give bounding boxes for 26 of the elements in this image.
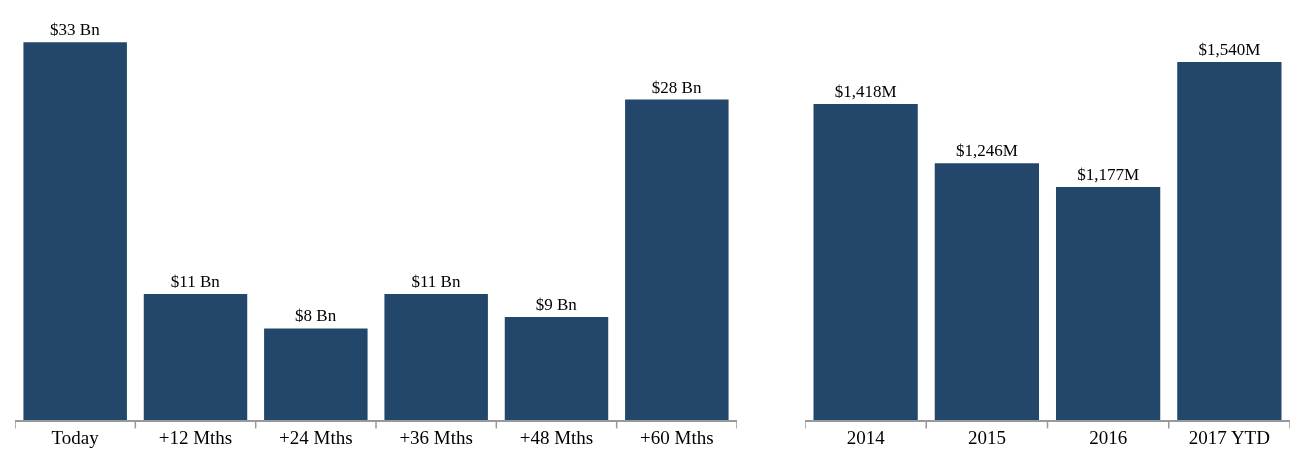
data-label: $8 Bn [295,306,337,326]
x-tick-label: 2016 [1089,427,1128,449]
bar [23,42,127,420]
x-tick-label: Today [51,427,100,449]
data-label: $9 Bn [535,295,578,314]
x-tick-label: 2017 YTD [1188,427,1270,449]
x-tick-label: +24 Mths [279,427,353,449]
x-tick-label: +60 Mths [640,427,714,449]
bar [264,328,368,420]
data-label: $11 Bn [411,272,461,292]
bar [504,317,609,420]
data-label: $1,540M [1198,39,1261,59]
data-label: $33 Bn [50,20,101,40]
x-tick-label: +12 Mths [158,427,233,449]
bar [625,99,729,420]
x-tick-label: +36 Mths [399,427,473,449]
x-tick-label: +48 Mths [519,427,594,449]
x-tick-label: 2015 [967,427,1006,449]
bar [384,294,488,420]
bar [143,294,248,420]
x-tick-label: 2014 [846,427,886,449]
data-label: $1,177M [1077,164,1140,184]
data-label: $1,418M [834,81,897,101]
data-label: $1,246M [955,141,1018,161]
data-label: $11 Bn [170,272,221,292]
data-label: $28 Bn [651,77,702,97]
